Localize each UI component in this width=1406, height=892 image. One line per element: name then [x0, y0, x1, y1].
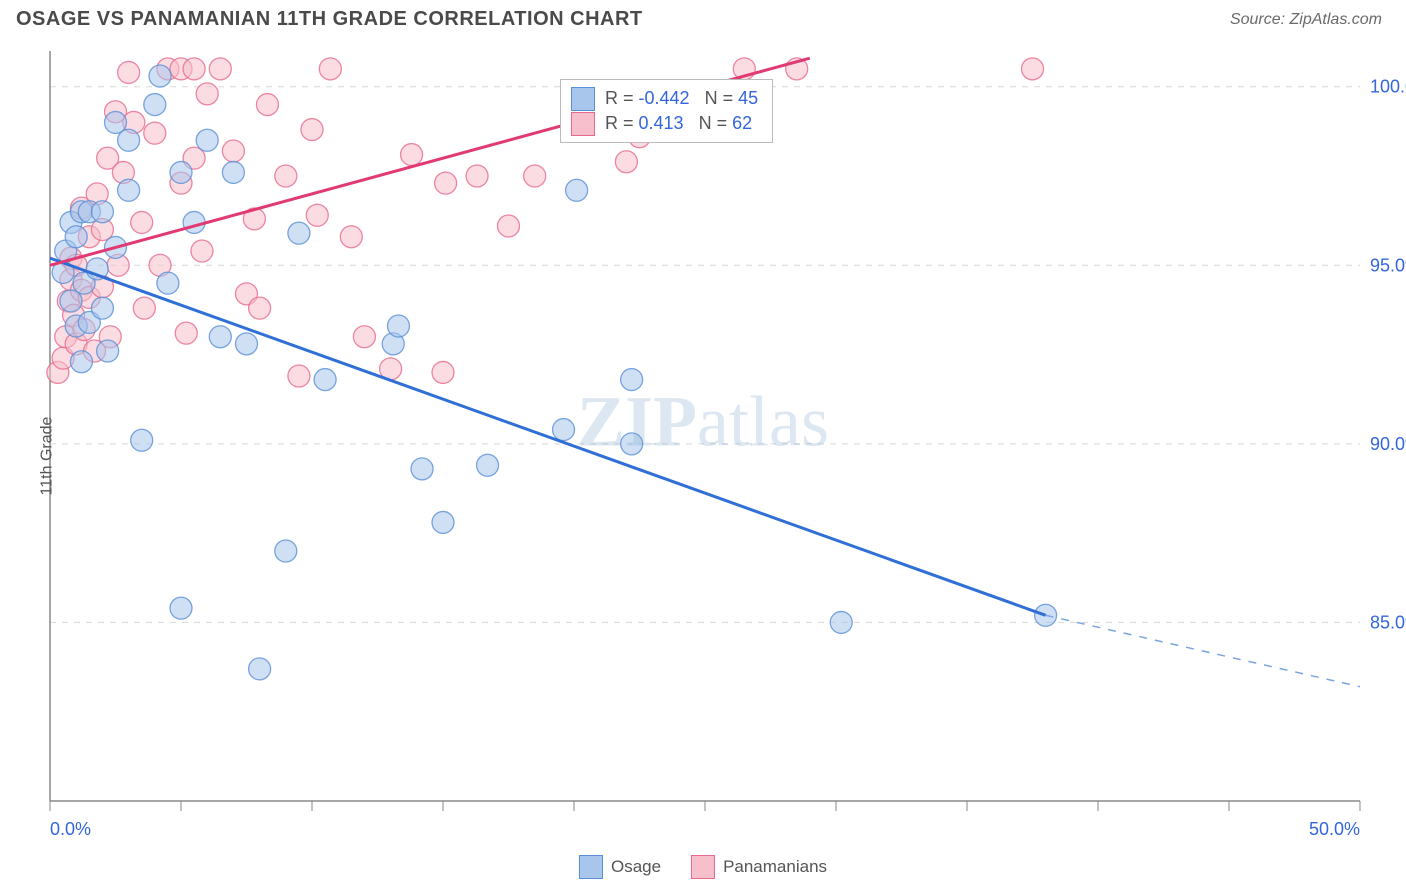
- legend-swatch: [579, 855, 603, 879]
- svg-text:100.0%: 100.0%: [1370, 77, 1406, 97]
- svg-text:50.0%: 50.0%: [1309, 819, 1360, 839]
- scatter-svg: 85.0% 90.0% 95.0% 100.0% 0.0% 50.0%: [0, 31, 1406, 851]
- legend-stats: R = 0.413 N = 62: [605, 111, 752, 136]
- y-axis-label: 11th Grade: [38, 417, 56, 496]
- legend-swatch: [691, 855, 715, 879]
- series-legend-item: Panamanians: [691, 855, 827, 879]
- legend-stats: R = -0.442 N = 45: [605, 86, 758, 111]
- source-credit: Source: ZipAtlas.com: [1230, 11, 1382, 29]
- svg-text:0.0%: 0.0%: [50, 819, 91, 839]
- series-legend-item: Osage: [579, 855, 661, 879]
- svg-text:90.0%: 90.0%: [1370, 434, 1406, 454]
- svg-text:85.0%: 85.0%: [1370, 612, 1406, 632]
- legend-row: R = -0.442 N = 45: [571, 86, 758, 111]
- legend-swatch: [571, 87, 595, 111]
- legend-row: R = 0.413 N = 62: [571, 111, 758, 136]
- legend-label: Osage: [611, 857, 661, 877]
- legend-swatch: [571, 112, 595, 136]
- chart-area: 11th Grade ZIPatlas 85.0%90.0%95.0%100.0…: [0, 31, 1406, 881]
- legend-label: Panamanians: [723, 857, 827, 877]
- chart-title: OSAGE VS PANAMANIAN 11TH GRADE CORRELATI…: [16, 8, 643, 31]
- correlation-legend: R = -0.442 N = 45R = 0.413 N = 62: [560, 79, 773, 143]
- series-legend: Osage Panamanians: [579, 855, 827, 879]
- svg-text:95.0%: 95.0%: [1370, 255, 1406, 275]
